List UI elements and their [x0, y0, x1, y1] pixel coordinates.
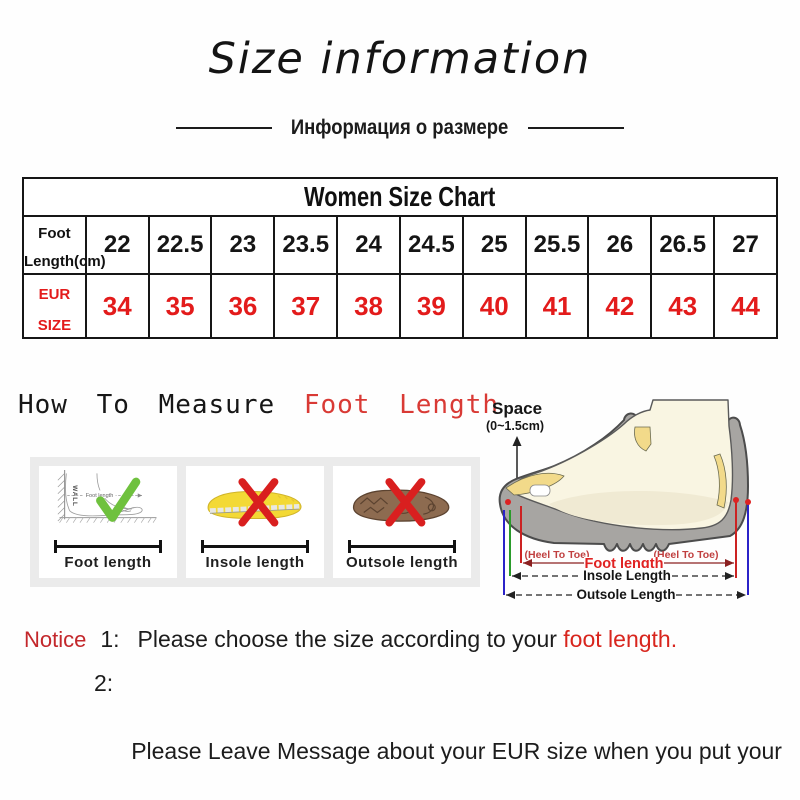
card-foot-length: WALL Foot length Foot length — [39, 466, 177, 578]
outsole-length-measure-row: Outsole Length — [506, 587, 746, 602]
size-chart-title-cell: Women Size Chart — [22, 177, 778, 217]
subtitle-divider-left — [176, 127, 273, 129]
notice-item-1: Notice 1: Please choose the size accordi… — [24, 626, 794, 653]
eur-size-cell: 36 — [210, 273, 276, 339]
foot-length-inner-label: Foot length — [86, 493, 114, 499]
measure-line — [201, 540, 309, 553]
notice-section: Notice 1: Please choose the size accordi… — [24, 626, 794, 800]
howto-heading: How To Measure Foot Length — [18, 390, 499, 420]
foot-shading — [549, 491, 728, 526]
size-chart-table: Women Size Chart Foot Length(cm) 22 22.5… — [22, 177, 778, 339]
heel-lining — [713, 453, 727, 509]
notice-item-1-number: 1: — [100, 626, 120, 652]
heel-to-toe-left-label: (Heel To Toe) — [525, 549, 590, 561]
howto-heading-red: Foot Length — [303, 390, 499, 420]
reference-lines — [503, 497, 751, 595]
outsole-illustration — [352, 478, 450, 527]
card-outsole-length: Outsole length — [333, 466, 471, 578]
eur-size-cell: 39 — [398, 273, 464, 339]
eur-size-cell: 34 — [84, 273, 150, 339]
foot-length-cell: 24 — [336, 215, 401, 275]
space-label: Space — [492, 399, 542, 418]
notice-item-2: 2: Please Leave Message about your EUR s… — [24, 670, 794, 800]
eur-size-cell: 43 — [650, 273, 716, 339]
notice-item-2-line-1: Please Leave Message about your EUR size… — [131, 738, 782, 764]
foot-length-row-label: Foot Length(cm) — [22, 215, 106, 275]
card-insole-length: Insole length — [186, 466, 324, 578]
eur-size-cell: 35 — [147, 273, 213, 339]
wall-label: WALL — [71, 485, 78, 506]
foot-length-cell: 23 — [210, 215, 276, 275]
notice-item-1-text: Please choose the size according to your… — [137, 626, 678, 652]
card-caption: Insole length — [205, 554, 305, 571]
tread-pattern — [359, 496, 436, 515]
insole-length-measure-row: Insole Length — [512, 568, 734, 583]
measure-line — [54, 540, 162, 553]
green-check-icon — [96, 477, 141, 522]
notice-item-1-red-text: foot length. — [563, 626, 678, 652]
card-caption: Outsole length — [346, 554, 458, 571]
tongue-lining — [634, 426, 652, 452]
red-cross-icon — [238, 478, 279, 527]
toe-tab — [529, 484, 551, 497]
eur-size-cell: 37 — [273, 273, 339, 339]
space-range-label: (0~1.5cm) — [486, 419, 544, 433]
foot-outline — [65, 473, 143, 517]
notice-item-2-text: Please Leave Message about your EUR size… — [131, 670, 782, 800]
howto-heading-black: How To Measure — [18, 390, 276, 420]
foot-measure-illustration: WALL Foot length — [57, 470, 157, 523]
subtitle-divider-right — [527, 127, 624, 129]
measure-line — [348, 540, 456, 553]
insole-illustration — [207, 478, 302, 527]
eur-size-cell: 44 — [713, 273, 778, 339]
foot-length-cell: 25 — [461, 215, 527, 275]
eur-size-cell: 41 — [524, 273, 590, 339]
eur-size-cell: 40 — [461, 273, 527, 339]
foot-length-cell: 27 — [713, 215, 778, 275]
foot-length-cell: 22 — [84, 215, 150, 275]
foot-length-cell: 25.5 — [524, 215, 590, 275]
subtitle-row: Информация о размере — [0, 116, 800, 140]
notice-item-2-number: 2: — [94, 670, 114, 696]
eur-size-row: EUR SIZE 34 35 36 37 38 39 40 41 42 43 4… — [22, 273, 778, 339]
foot-length-cell: 26 — [587, 215, 653, 275]
eur-size-cell: 42 — [587, 273, 653, 339]
shoe-cross-section — [498, 399, 749, 552]
card-caption: Foot length — [64, 554, 152, 571]
insole-length-label: Insole Length — [583, 568, 671, 583]
size-chart: Women Size Chart Foot Length(cm) 22 22.5… — [22, 177, 778, 339]
page-title: Size information — [208, 34, 592, 84]
eur-size-row-label: EUR SIZE — [22, 273, 87, 339]
foot-length-cell: 24.5 — [398, 215, 464, 275]
wall-hatch — [57, 473, 65, 522]
space-arrow-icon — [512, 436, 522, 446]
heel-to-toe-right-label: (Heel To Toe) — [654, 549, 719, 561]
measure-examples-panel: WALL Foot length Foot length — [30, 457, 480, 587]
subtitle: Информация о размере — [291, 116, 509, 139]
foot-length-row: Foot Length(cm) 22 22.5 23 23.5 24 24.5 … — [22, 215, 778, 275]
foot-length-cell: 26.5 — [650, 215, 716, 275]
size-chart-title: Women Size Chart — [304, 181, 496, 212]
toe-lining — [505, 472, 565, 496]
outsole-length-label: Outsole Length — [577, 587, 676, 602]
foot-length-cell: 22.5 — [147, 215, 213, 275]
shoe-diagram: Space (0~1.5cm) — [486, 399, 751, 602]
notice-label: Notice — [24, 627, 87, 652]
eur-size-cell: 38 — [336, 273, 401, 339]
red-cross-icon — [385, 478, 426, 527]
foot-length-cell: 23.5 — [273, 215, 339, 275]
